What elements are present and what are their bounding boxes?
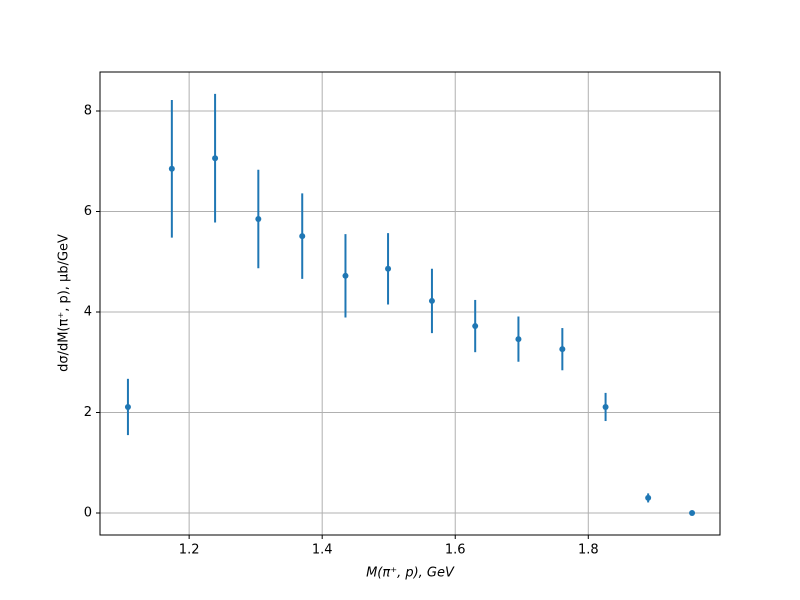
x-axis-label: M(π⁺, p), GeV (366, 566, 455, 581)
point (428, 297, 435, 304)
y-tick-label: 0 (84, 505, 92, 520)
point (559, 346, 566, 353)
x-tick-label: 1.2 (179, 543, 200, 558)
point (255, 216, 262, 223)
y-axis-label: dσ/dM(π⁺, p), μb/GeV (57, 234, 72, 372)
point (212, 155, 219, 162)
point (689, 509, 696, 516)
point (472, 323, 479, 330)
point (515, 336, 522, 343)
point (168, 165, 175, 172)
plot-frame (99, 71, 721, 536)
point (124, 403, 131, 410)
point (645, 494, 652, 501)
x-tick-label: 1.6 (445, 543, 466, 558)
point (385, 265, 392, 272)
point (342, 272, 349, 279)
x-tick-label: 1.8 (578, 543, 599, 558)
y-tick-label: 2 (84, 405, 92, 420)
y-tick-label: 6 (84, 204, 92, 219)
y-tick-label: 4 (84, 304, 92, 319)
point (602, 403, 609, 410)
x-tick-label: 1.4 (312, 543, 333, 558)
point (299, 233, 306, 240)
y-tick-label: 8 (84, 103, 92, 118)
